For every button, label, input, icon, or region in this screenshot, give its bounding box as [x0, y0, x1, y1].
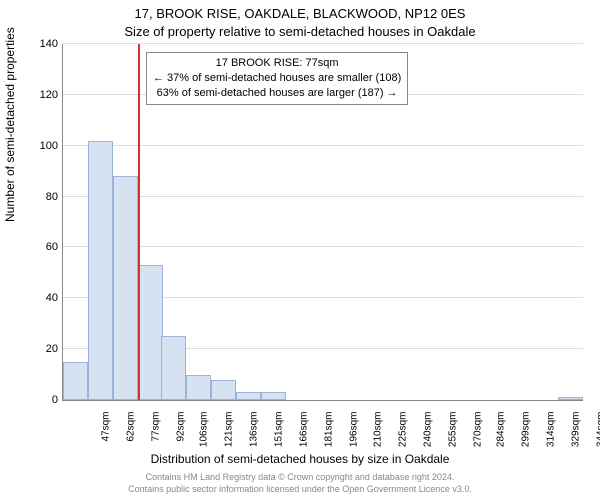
gridline [63, 43, 583, 44]
x-tick-label: 151sqm [274, 412, 285, 458]
histogram-bar [558, 397, 583, 400]
footer-line-2: Contains public sector information licen… [0, 484, 600, 494]
x-tick-label: 225sqm [397, 412, 408, 458]
x-tick-label: 255sqm [447, 412, 458, 458]
x-tick-label: 106sqm [199, 412, 210, 458]
y-tick-label: 80 [28, 191, 58, 203]
y-tick-label: 100 [28, 140, 58, 152]
gridline [63, 196, 583, 197]
x-tick-label: 181sqm [324, 412, 335, 458]
property-marker-line [138, 44, 140, 400]
x-tick-label: 136sqm [249, 412, 260, 458]
x-tick-label: 62sqm [126, 412, 137, 458]
y-tick-label: 140 [28, 38, 58, 50]
x-tick-label: 166sqm [299, 412, 310, 458]
footer-line-1: Contains HM Land Registry data © Crown c… [0, 472, 600, 482]
x-tick-label: 344sqm [596, 412, 600, 458]
histogram-bar [138, 265, 163, 400]
x-tick-label: 92sqm [176, 412, 187, 458]
x-tick-label: 314sqm [546, 412, 557, 458]
x-tick-label: 47sqm [101, 412, 112, 458]
y-tick-label: 40 [28, 292, 58, 304]
x-tick-label: 270sqm [472, 412, 483, 458]
y-tick-label: 20 [28, 343, 58, 355]
info-box-line-1: 17 BROOK RISE: 77sqm [153, 56, 401, 71]
info-box: 17 BROOK RISE: 77sqm← 37% of semi-detach… [146, 52, 408, 105]
histogram-bar [211, 380, 236, 400]
y-tick-label: 60 [28, 241, 58, 253]
x-axis-label: Distribution of semi-detached houses by … [0, 452, 600, 466]
gridline [63, 145, 583, 146]
x-tick-label: 77sqm [151, 412, 162, 458]
y-axis-label: Number of semi-detached properties [3, 27, 17, 222]
y-tick-label: 120 [28, 89, 58, 101]
x-tick-label: 210sqm [372, 412, 383, 458]
x-tick-label: 240sqm [422, 412, 433, 458]
info-box-line-2: ← 37% of semi-detached houses are smalle… [153, 71, 401, 86]
histogram-bar [236, 392, 261, 400]
x-tick-label: 196sqm [349, 412, 360, 458]
histogram-bar [261, 392, 286, 400]
chart-title-2: Size of property relative to semi-detach… [0, 24, 600, 39]
x-tick-label: 329sqm [571, 412, 582, 458]
x-tick-label: 121sqm [224, 412, 235, 458]
histogram-bar [186, 375, 211, 400]
chart-plot-area: 17 BROOK RISE: 77sqm← 37% of semi-detach… [62, 44, 583, 401]
histogram-bar [113, 176, 138, 400]
x-tick-label: 299sqm [521, 412, 532, 458]
x-tick-label: 284sqm [496, 412, 507, 458]
info-box-line-3: 63% of semi-detached houses are larger (… [153, 86, 401, 101]
histogram-bar [63, 362, 88, 400]
histogram-bar [88, 141, 113, 400]
gridline [63, 246, 583, 247]
chart-title-1: 17, BROOK RISE, OAKDALE, BLACKWOOD, NP12… [0, 6, 600, 21]
y-tick-label: 0 [28, 394, 58, 406]
histogram-bar [161, 336, 186, 400]
